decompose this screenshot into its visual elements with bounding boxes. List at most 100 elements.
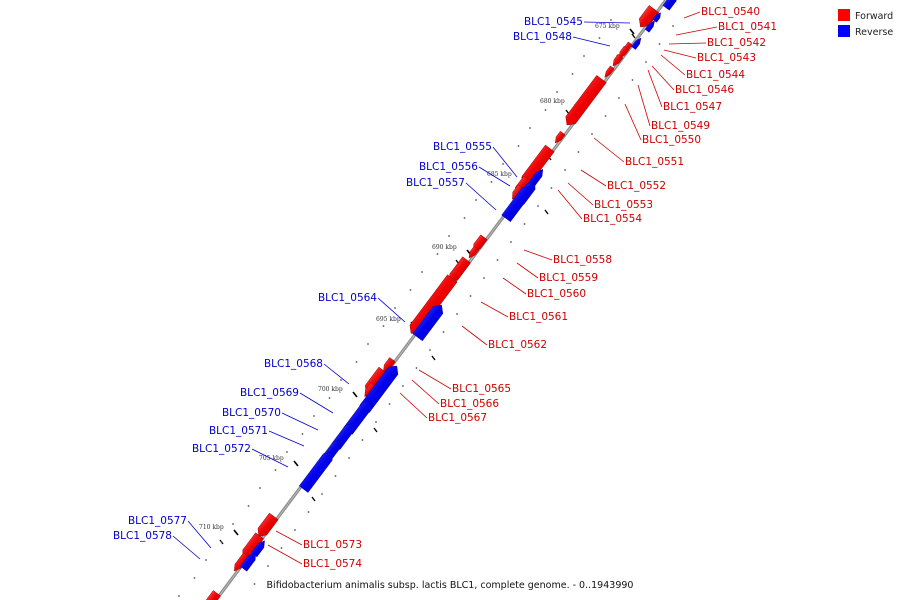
forward-gene[interactable]	[468, 245, 480, 259]
gc-dot	[334, 475, 337, 477]
forward-gene-label[interactable]: BLC1_0549	[651, 120, 710, 132]
gc-dot	[475, 199, 477, 201]
gc-dot	[429, 349, 431, 351]
forward-gene[interactable]	[565, 75, 607, 126]
gene-leader-line	[637, 84, 651, 127]
tick-mark	[352, 391, 358, 398]
forward-gene-label[interactable]: BLC1_0573	[303, 539, 362, 551]
legend-reverse-swatch	[838, 25, 850, 37]
forward-gene-label[interactable]: BLC1_0565	[452, 383, 511, 395]
forward-gene-label[interactable]: BLC1_0543	[697, 52, 756, 64]
forward-gene-label[interactable]: BLC1_0553	[594, 199, 653, 211]
reverse-gene-label[interactable]: BLC1_0548	[513, 31, 572, 43]
gc-dot	[448, 235, 450, 237]
gc-dot	[456, 313, 458, 315]
gene-leader-line	[557, 189, 583, 220]
reverse-gene[interactable]	[501, 186, 532, 223]
reverse-gene-label[interactable]: BLC1_0564	[318, 292, 377, 304]
reverse-gene[interactable]	[662, 0, 677, 11]
reverse-gene[interactable]	[250, 540, 265, 558]
reverse-gene[interactable]	[412, 304, 444, 342]
forward-gene-label[interactable]: BLC1_0540	[701, 6, 760, 18]
gc-dot	[436, 253, 439, 255]
reverse-gene-label[interactable]: BLC1_0556	[419, 161, 478, 173]
gene-leader-line	[651, 65, 675, 91]
gc-dot	[442, 331, 445, 333]
reverse-gene[interactable]	[644, 20, 655, 33]
forward-gene-label[interactable]: BLC1_0562	[488, 339, 547, 351]
forward-gene-label[interactable]: BLC1_0561	[509, 311, 568, 323]
forward-gene[interactable]	[449, 256, 471, 283]
gc-dot	[280, 547, 283, 549]
forward-gene[interactable]	[257, 512, 279, 537]
gene-leader-line	[663, 49, 697, 59]
reverse-gene-label[interactable]: BLC1_0555	[433, 141, 492, 153]
tick-mark	[293, 460, 299, 467]
gene-leader-line	[683, 11, 701, 19]
forward-gene-label[interactable]: BLC1_0542	[707, 37, 766, 49]
gene-leader-line	[187, 520, 212, 549]
forward-gene[interactable]	[554, 130, 566, 144]
gene-leader-line	[461, 325, 488, 346]
reverse-gene-label[interactable]: BLC1_0569	[240, 387, 299, 399]
gc-dot	[583, 55, 585, 57]
forward-gene-label[interactable]: BLC1_0546	[675, 84, 734, 96]
gc-dot	[463, 217, 466, 219]
gc-dot	[523, 223, 526, 225]
reverse-gene-label[interactable]: BLC1_0568	[264, 358, 323, 370]
forward-gene-label[interactable]: BLC1_0558	[553, 254, 612, 266]
gene-leader-line	[572, 36, 611, 47]
gene-leader-line	[268, 430, 305, 447]
gc-dot	[529, 127, 531, 129]
forward-gene[interactable]	[604, 65, 615, 78]
gc-dot	[348, 457, 350, 459]
forward-gene-label[interactable]: BLC1_0554	[583, 213, 642, 225]
gene-leader-line	[377, 297, 406, 323]
tick-label: 695 kbp	[376, 316, 401, 323]
gc-dot	[490, 181, 493, 183]
forward-gene-label[interactable]: BLC1_0544	[686, 69, 745, 81]
forward-gene[interactable]	[618, 45, 630, 59]
tick-mark	[311, 496, 316, 502]
reverse-gene[interactable]	[652, 12, 661, 23]
forward-gene[interactable]	[206, 590, 221, 600]
tick-label: 680 kbp	[540, 98, 565, 105]
reverse-gene-label[interactable]: BLC1_0570	[222, 407, 281, 419]
gc-dot	[253, 583, 256, 585]
reverse-gene-label[interactable]: BLC1_0572	[192, 443, 251, 455]
forward-gene-label[interactable]: BLC1_0567	[428, 412, 487, 424]
gene-leader-line	[567, 182, 594, 206]
gc-dot	[394, 307, 396, 309]
forward-gene-label[interactable]: BLC1_0574	[303, 558, 362, 570]
forward-gene-label[interactable]: BLC1_0559	[539, 272, 598, 284]
forward-gene[interactable]	[612, 53, 624, 67]
gene-leader-line	[251, 448, 289, 468]
reverse-gene-label[interactable]: BLC1_0578	[113, 530, 172, 542]
gc-dot	[421, 271, 423, 273]
forward-gene[interactable]	[639, 5, 660, 28]
forward-gene-label[interactable]: BLC1_0550	[642, 134, 701, 146]
reverse-gene[interactable]	[240, 552, 256, 572]
gene-labels: BLC1_0545 BLC1_0548 BLC1_0555 BLC1_0556 BLC1…	[113, 6, 777, 570]
forward-gene-label[interactable]: BLC1_0560	[527, 288, 586, 300]
gc-dot	[510, 241, 512, 243]
gene-leader-line	[281, 412, 319, 431]
gene-leader-line	[478, 166, 511, 187]
gc-dots	[178, 19, 674, 597]
forward-gene-label[interactable]: BLC1_0547	[663, 101, 722, 113]
reverse-gene-label[interactable]: BLC1_0577	[128, 515, 187, 527]
gc-dot	[340, 379, 342, 381]
reverse-gene[interactable]	[631, 37, 642, 50]
gc-dot	[286, 451, 288, 453]
forward-gene-label[interactable]: BLC1_0552	[607, 180, 666, 192]
gc-dot	[631, 79, 634, 81]
gc-dot	[375, 421, 377, 423]
reverse-gene[interactable]	[298, 451, 333, 493]
gc-dot	[274, 469, 277, 471]
reverse-gene-label[interactable]: BLC1_0557	[406, 177, 465, 189]
reverse-gene-label[interactable]: BLC1_0571	[209, 425, 268, 437]
forward-gene-label[interactable]: BLC1_0541	[718, 21, 777, 33]
reverse-gene-label[interactable]: BLC1_0545	[524, 16, 583, 28]
forward-gene-label[interactable]: BLC1_0551	[625, 156, 684, 168]
forward-gene-label[interactable]: BLC1_0566	[440, 398, 499, 410]
